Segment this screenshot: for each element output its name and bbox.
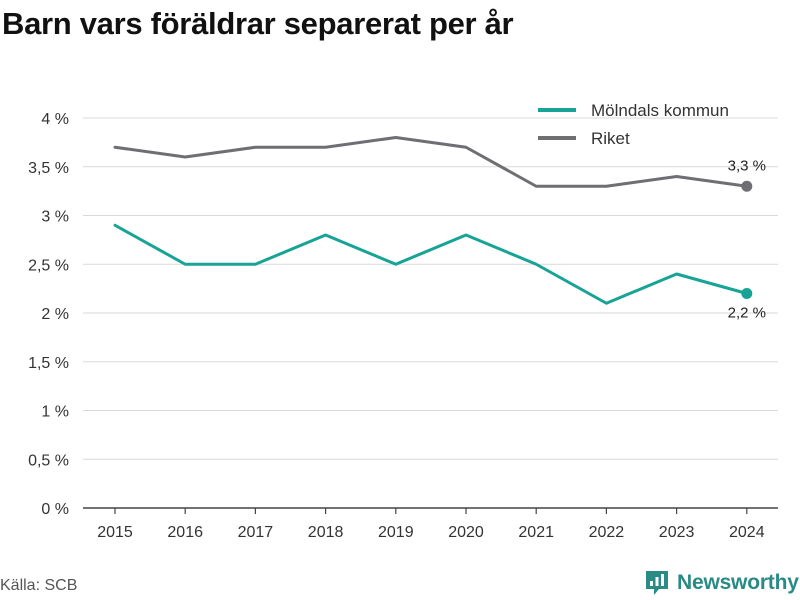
end-value-label: 2,2 % [728,305,766,322]
x-tick-label: 2024 [729,524,765,541]
source-note: Källa: SCB [0,577,78,594]
y-tick-label: 2,5 % [28,257,69,274]
x-tick-label: 2023 [659,524,695,541]
legend-label: Riket [591,129,630,148]
x-tick-label: 2019 [378,524,414,541]
end-point-marker [741,288,753,299]
x-tick-label: 2017 [238,524,274,541]
chart-title: Barn vars föräldrar separerat per år [2,6,514,41]
legend-label: Mölndals kommun [591,101,729,120]
brand-name: Newsworthy [677,571,799,594]
y-tick-label: 3 % [41,209,69,226]
x-tick-label: 2015 [97,524,133,541]
y-tick-label: 2 % [41,306,69,323]
newsworthy-logo-icon [646,571,668,595]
end-point-marker [741,180,753,192]
y-tick-label: 0 % [41,501,69,518]
x-tick-label: 2016 [167,524,203,541]
x-tick-label: 2018 [308,524,344,541]
newsworthy-brand[interactable]: Newsworthy [644,569,799,597]
y-tick-label: 0,5 % [28,452,69,469]
series-line-riket [113,136,749,188]
series-line-m-lndals-kommun [113,223,749,305]
y-tick-label: 3,5 % [28,160,69,177]
x-tick-label: 2022 [589,524,625,541]
y-tick-label: 1,5 % [28,355,69,372]
y-tick-label: 1 % [41,404,69,421]
y-tick-label: 4 % [41,111,69,128]
x-tick-label: 2021 [518,524,554,541]
x-tick-label: 2020 [448,524,484,541]
end-value-label: 3,3 % [728,157,766,174]
